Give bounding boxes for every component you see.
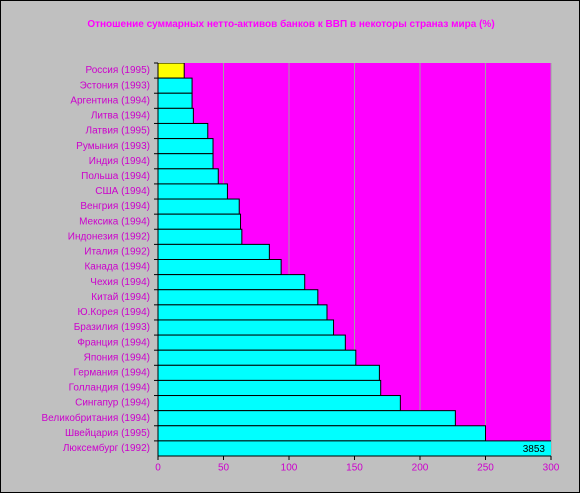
bar (158, 92, 193, 109)
bar (158, 153, 214, 170)
bar (158, 77, 193, 94)
y-tick-label: Китай (1994) (91, 292, 150, 303)
bar (158, 63, 185, 79)
bar (158, 183, 228, 200)
bar (158, 259, 282, 276)
bar (158, 228, 243, 245)
x-tick-label: 150 (346, 463, 363, 474)
x-tick-label: 0 (155, 463, 161, 474)
value-label: 3853 (523, 444, 546, 455)
bar (158, 243, 270, 260)
y-tick-label: Швейцария (1995) (65, 428, 150, 439)
bar (158, 138, 214, 155)
bar (158, 168, 219, 185)
y-tick-label: Сингапур (1994) (75, 398, 150, 409)
y-tick-label: Польша (1994) (81, 171, 150, 182)
y-tick-label: Мексика (1994) (79, 216, 150, 227)
x-tick-label: 250 (477, 463, 494, 474)
y-tick-label: Франция (1994) (77, 337, 150, 348)
bar (158, 395, 401, 412)
x-tick-label: 50 (218, 463, 230, 474)
bar (158, 319, 335, 336)
y-tick-label: Россия (1995) (86, 65, 150, 76)
x-tick-label: 200 (412, 463, 429, 474)
bar (158, 334, 346, 351)
y-tick-label: Румыния (1993) (76, 141, 150, 152)
y-tick-label: Аргентина (1994) (70, 95, 150, 106)
bar (158, 213, 242, 230)
bar (158, 289, 319, 306)
y-tick-label: Венгрия (1994) (80, 201, 150, 212)
y-tick-label: Канада (1994) (84, 262, 150, 273)
bar (158, 274, 306, 291)
y-tick-label: США (1994) (95, 186, 150, 197)
chart-title: Отношение суммарных нетто-активов банков… (87, 19, 495, 30)
y-tick-label: Голландия (1994) (69, 383, 150, 394)
x-tick-label: 300 (543, 463, 560, 474)
y-tick-label: Германия (1994) (73, 368, 150, 379)
x-tick-label: 100 (281, 463, 298, 474)
bar (158, 198, 240, 215)
bar (158, 379, 382, 397)
y-tick-label: Индия (1994) (89, 156, 150, 167)
bar (158, 410, 456, 427)
y-tick-label: Италия (1992) (84, 247, 150, 258)
y-tick-label: Эстония (1993) (80, 80, 150, 91)
bar (158, 122, 209, 140)
bar (158, 349, 357, 366)
y-tick-label: Великобритания (1994) (42, 412, 150, 424)
bar (158, 440, 551, 456)
bar (158, 425, 486, 442)
y-tick-label: Индонезия (1992) (68, 231, 150, 242)
bar (158, 364, 380, 381)
y-tick-label: Люксембург (1992) (63, 442, 150, 454)
y-tick-label: Ю.Корея (1994) (78, 307, 151, 318)
y-tick-label: Литва (1994) (91, 111, 150, 122)
y-tick-label: Бразилия (1993) (74, 322, 150, 333)
bars (158, 63, 551, 456)
bar (158, 107, 194, 124)
bar (158, 304, 328, 321)
y-tick-label: Чехия (1994) (90, 277, 150, 288)
y-tick-label: Япония (1994) (84, 352, 150, 363)
y-tick-label: Латвия (1995) (86, 126, 150, 137)
